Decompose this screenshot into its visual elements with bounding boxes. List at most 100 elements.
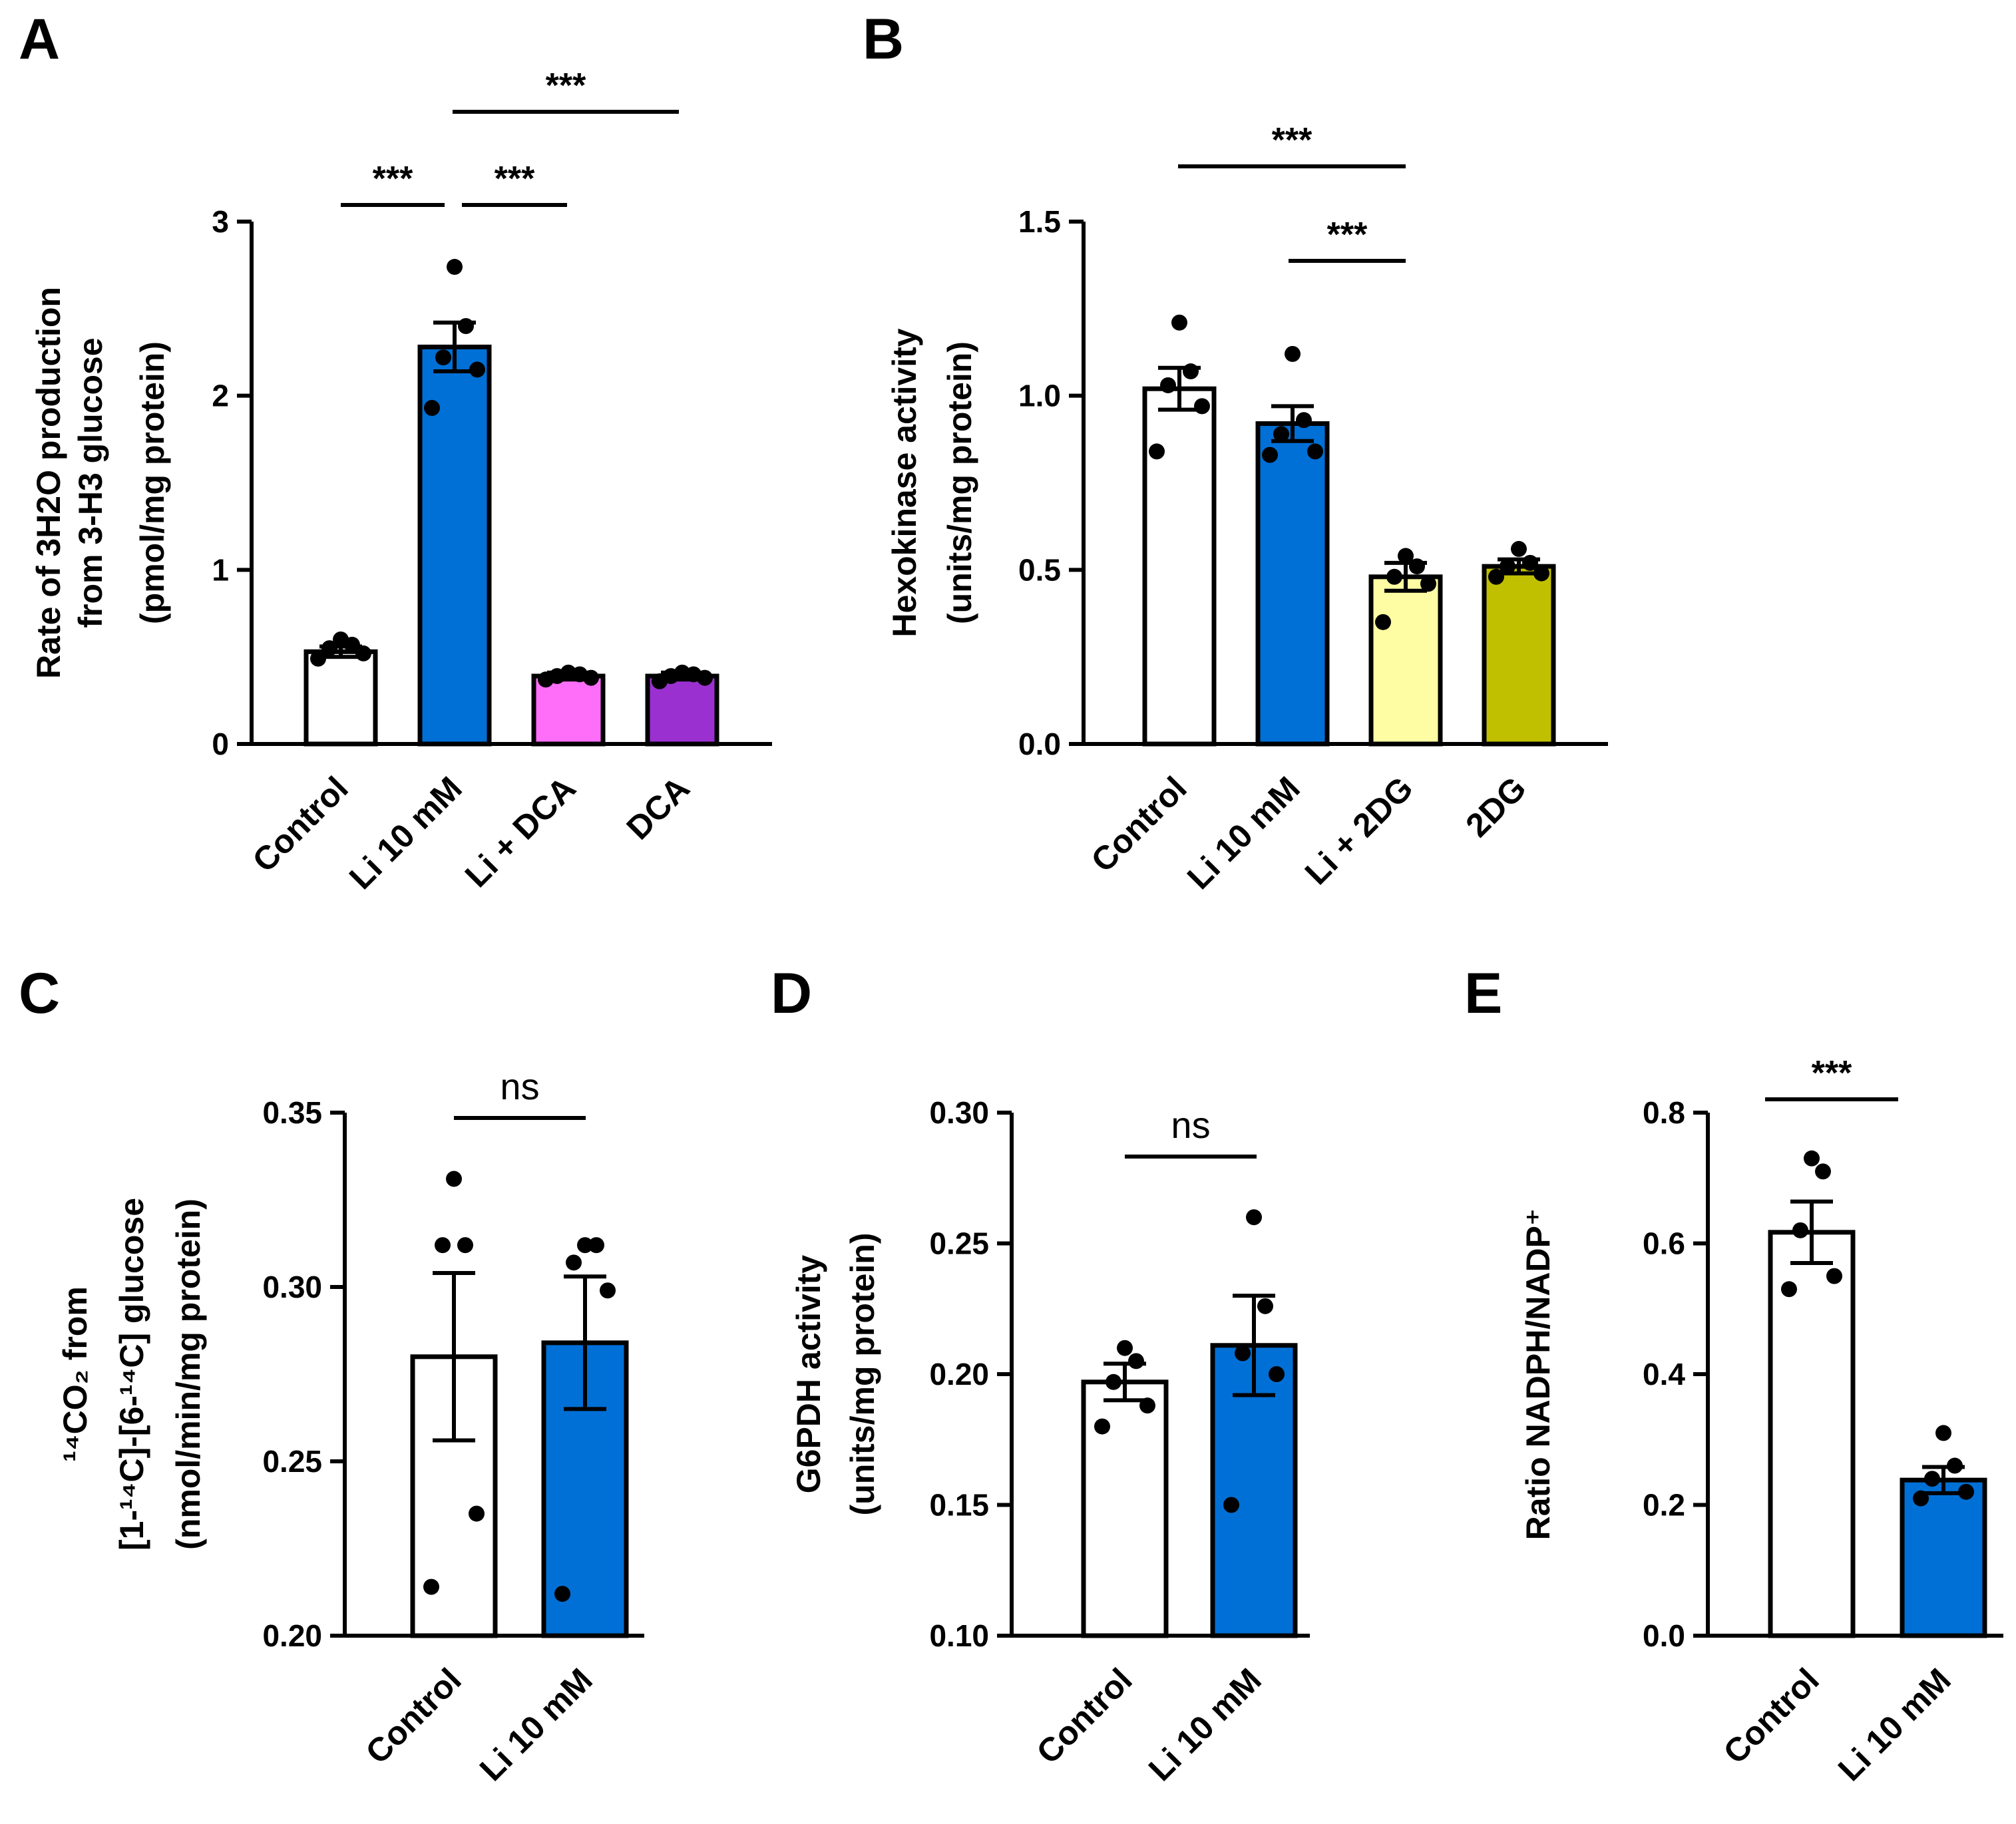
data-point <box>355 645 371 661</box>
y-axis-title-line: Hexokinase activity <box>886 328 923 637</box>
data-point <box>1273 426 1289 443</box>
y-tick-label: 0.25 <box>262 1444 322 1479</box>
y-tick-label: 3 <box>212 204 229 239</box>
data-point <box>1223 1497 1239 1513</box>
data-point <box>1511 540 1527 557</box>
panel-letter-b: B <box>863 7 904 71</box>
y-tick-label: 0.35 <box>262 1095 322 1130</box>
y-axis-title-line: Rate of 3H2O production <box>30 287 67 679</box>
data-point <box>1375 614 1391 630</box>
significance-label: *** <box>373 160 413 198</box>
data-point <box>1913 1490 1929 1507</box>
data-point <box>1958 1483 1974 1500</box>
y-axis-title-line: Ratio NADPH/NADP⁺ <box>1519 1208 1557 1541</box>
data-point <box>577 1237 593 1254</box>
y-tick-label: 0.15 <box>929 1488 989 1523</box>
data-point <box>1285 345 1301 362</box>
bar <box>1768 1230 1856 1638</box>
y-tick-label: 0.0 <box>1643 1618 1685 1653</box>
category-label: Li + 2DG <box>1298 769 1420 892</box>
category-label: 2DG <box>1458 769 1533 844</box>
data-point <box>1235 1345 1251 1362</box>
y-tick-label: 0.0 <box>1018 727 1061 761</box>
data-point <box>1781 1281 1797 1298</box>
data-point <box>1296 412 1312 429</box>
panel-letter-a: A <box>19 7 60 71</box>
data-point <box>1804 1150 1820 1167</box>
bar <box>1900 1477 1987 1638</box>
data-point <box>1246 1209 1262 1226</box>
data-point <box>1139 1397 1155 1414</box>
data-point <box>469 1505 485 1522</box>
data-point <box>1183 363 1199 380</box>
significance-label: ns <box>500 1065 539 1107</box>
bar <box>1142 386 1217 747</box>
category-label: Li 10 mM <box>1141 1661 1269 1788</box>
category-label: Control <box>359 1661 469 1771</box>
y-axis-title-line: (units/mg protein) <box>941 341 978 624</box>
bar <box>1255 421 1330 747</box>
data-point <box>1106 1373 1121 1390</box>
panel-letter-e: E <box>1464 962 1502 1025</box>
data-point <box>1128 1353 1144 1369</box>
data-point <box>1194 398 1210 415</box>
y-axis-title-line: G6PDH activity <box>790 1255 827 1494</box>
data-point <box>1269 1366 1285 1382</box>
y-axis-title-line: (pmol/mg protein) <box>134 341 171 624</box>
y-tick-label: 0.30 <box>929 1095 989 1130</box>
data-point <box>1533 565 1549 582</box>
bar <box>1368 574 1443 747</box>
y-tick-label: 0.8 <box>1643 1095 1685 1130</box>
y-tick-label: 0.30 <box>262 1270 322 1304</box>
category-label: Li 10 mM <box>1180 769 1307 896</box>
data-point <box>566 1254 582 1271</box>
data-point <box>458 318 474 334</box>
significance-label: *** <box>1812 1054 1852 1093</box>
y-axis-title-line: from 3-H3 glucose <box>72 337 109 628</box>
data-point <box>1522 554 1538 571</box>
y-tick-label: 0.4 <box>1643 1357 1685 1391</box>
y-axis-title-line: [1-¹⁴C]-[6-¹⁴C] glucose <box>113 1198 150 1550</box>
y-tick-label: 0.20 <box>929 1357 989 1391</box>
data-point <box>1815 1163 1831 1180</box>
y-tick-label: 1.5 <box>1018 204 1061 239</box>
y-tick-label: 0.25 <box>929 1226 989 1261</box>
significance-label: *** <box>495 160 535 198</box>
data-point <box>1094 1418 1110 1435</box>
y-tick-label: 1.0 <box>1018 379 1061 413</box>
data-point <box>1420 576 1436 592</box>
data-point <box>674 664 690 681</box>
category-label: Control <box>1030 1661 1139 1771</box>
data-point <box>1500 558 1515 575</box>
y-tick-label: 0.20 <box>262 1618 322 1653</box>
data-point <box>424 399 440 416</box>
category-label: Control <box>1084 769 1194 879</box>
data-point <box>1117 1340 1133 1356</box>
significance-label: *** <box>1272 121 1312 160</box>
panel-a-hexose-flux-chart: A 0 1 2 3 Rate of 3H2O production from 3-H3 gl… <box>19 7 772 896</box>
data-point <box>1307 443 1323 460</box>
data-point <box>1409 558 1425 575</box>
category-label: Li + DCA <box>458 769 583 894</box>
significance-label: *** <box>1327 216 1368 254</box>
category-label: DCA <box>620 769 697 846</box>
data-point <box>1149 443 1165 460</box>
y-tick-label: 0.2 <box>1643 1488 1685 1523</box>
y-tick-label: 0.10 <box>929 1618 989 1653</box>
data-point <box>1160 377 1176 393</box>
significance-label: *** <box>546 67 586 105</box>
y-tick-label: 0 <box>212 727 229 761</box>
data-point <box>435 349 451 366</box>
category-label: Li 10 mM <box>342 769 469 896</box>
data-point <box>310 650 326 667</box>
data-point <box>1924 1471 1940 1487</box>
data-point <box>588 1237 604 1254</box>
data-point <box>447 259 463 275</box>
bar <box>1081 1379 1169 1638</box>
data-point <box>1792 1222 1808 1238</box>
data-point <box>1935 1425 1951 1441</box>
panel-d-g6pdh-chart: D 0.10 0.15 0.20 0.25 0.30 G6PDH activity (unit… <box>771 962 1310 1788</box>
data-point <box>1262 447 1278 463</box>
data-point <box>600 1282 616 1299</box>
